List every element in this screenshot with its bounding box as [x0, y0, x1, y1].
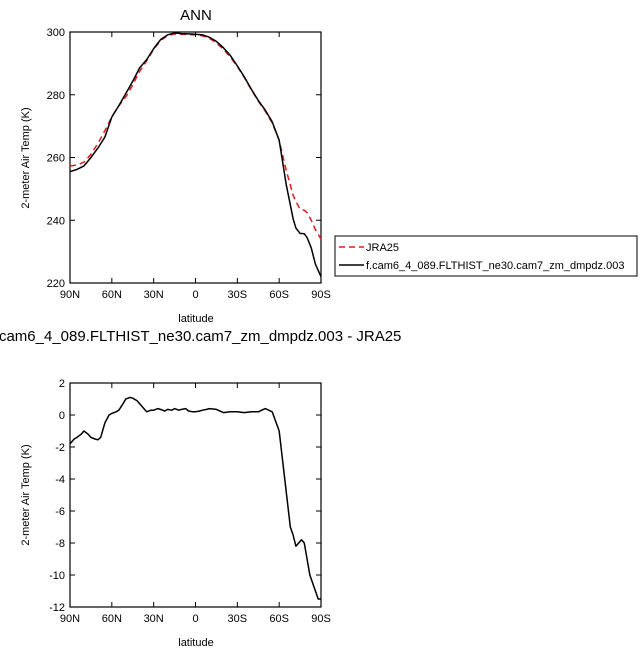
top-y-tick-label: 260 — [47, 153, 65, 165]
bottom-x-ticks: 90N 60N 30N 0 30S 60S 90S — [60, 383, 331, 625]
bottom-x-tick-label: 60S — [269, 613, 289, 625]
legend-label-jra25: JRA25 — [366, 242, 399, 254]
bottom-panel: f.cam6_4_089.FLTHIST_ne30.cam7_zm_dmpdz.… — [0, 328, 401, 649]
legend-box — [334, 235, 638, 277]
top-series-line-1 — [69, 32, 322, 278]
top-x-tick-label: 60S — [269, 289, 289, 301]
top-y-tick-label: 280 — [47, 90, 65, 102]
bottom-y-tick-label: -12 — [49, 602, 65, 614]
bottom-y-tick-label: -4 — [55, 474, 65, 486]
bottom-x-tick-label: 90N — [60, 613, 80, 625]
bottom-y-tick-label: 0 — [59, 410, 65, 422]
top-x-tick-label: 30N — [144, 289, 164, 301]
top-x-tick-label: 90N — [60, 289, 80, 301]
bottom-chart-title: f.cam6_4_089.FLTHIST_ne30.cam7_zm_dmpdz.… — [0, 328, 401, 345]
top-x-tick-label: 90S — [311, 289, 331, 301]
bottom-y-tick-label: -8 — [55, 538, 65, 550]
top-y-axis-label: 2-meter Air Temp (K) — [20, 107, 32, 208]
bottom-x-tick-label: 30N — [144, 613, 164, 625]
top-series-line-0 — [69, 33, 322, 240]
top-x-tick-label: 0 — [192, 289, 198, 301]
bottom-y-tick-label: -2 — [55, 442, 65, 454]
bottom-x-tick-label: 60N — [102, 613, 122, 625]
top-y-tick-label: 300 — [47, 27, 65, 39]
bottom-y-ticks: -12 -10 -8 -6 -4 -2 0 2 — [49, 378, 321, 614]
legend: JRA25 f.cam6_4_089.FLTHIST_ne30.cam7_zm_… — [334, 235, 638, 277]
top-series-layer — [69, 32, 322, 278]
top-y-tick-label: 240 — [47, 215, 65, 227]
top-x-ticks: 90N 60N 30N 0 30S 60S 90S — [60, 32, 331, 301]
bottom-x-tick-label: 90S — [311, 613, 331, 625]
bottom-y-tick-label: 2 — [59, 378, 65, 390]
bottom-y-axis-label: 2-meter Air Temp (K) — [20, 444, 32, 545]
bottom-series-layer — [69, 396, 321, 600]
bottom-series-line-0 — [69, 396, 321, 600]
bottom-y-tick-label: -6 — [55, 506, 65, 518]
top-y-ticks: 220 240 260 280 300 — [47, 27, 321, 290]
top-panel: ANN 90N 60N 30N 0 30S 60S 90S 220240260280300 … — [20, 7, 331, 325]
top-chart-title: ANN — [180, 7, 212, 24]
top-x-tick-label: 30S — [228, 289, 248, 301]
top-x-axis-label: latitude — [178, 313, 213, 325]
bottom-x-tick-label: 0 — [192, 613, 198, 625]
top-x-tick-label: 60N — [102, 289, 122, 301]
bottom-x-tick-label: 30S — [228, 613, 248, 625]
top-y-tick-label: 220 — [47, 278, 65, 290]
legend-label-model: f.cam6_4_089.FLTHIST_ne30.cam7_zm_dmpdz.… — [366, 260, 624, 272]
bottom-x-axis-label: latitude — [178, 637, 213, 649]
bottom-y-tick-label: -10 — [49, 570, 65, 582]
